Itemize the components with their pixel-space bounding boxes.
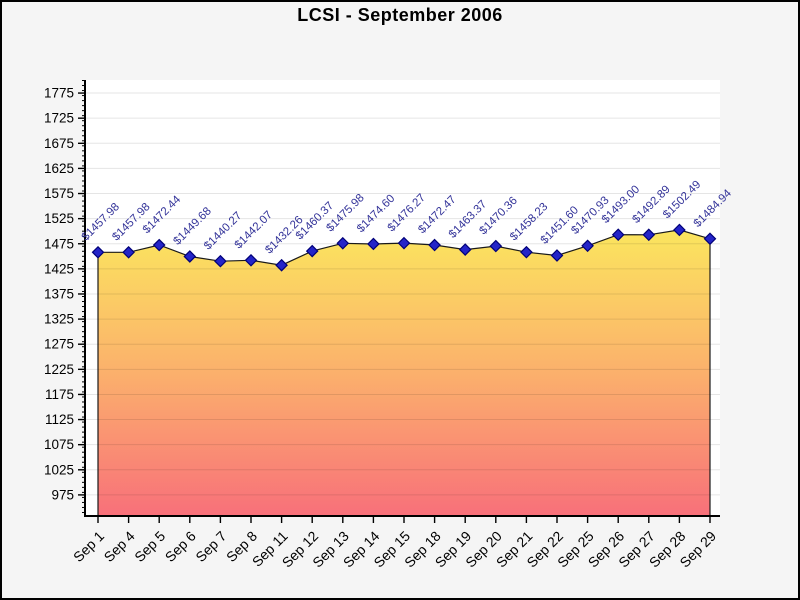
y-tick-label: 1425 xyxy=(44,261,74,276)
data-point-marker xyxy=(703,232,717,246)
area-fill xyxy=(98,229,710,516)
y-tick-label: 1075 xyxy=(44,437,74,452)
y-tick-label: 1625 xyxy=(44,161,74,176)
data-point-marker xyxy=(581,239,594,253)
data-point-marker xyxy=(367,237,380,251)
data-point-marker xyxy=(91,245,105,259)
data-point-marker xyxy=(122,245,135,259)
y-tick-label: 1325 xyxy=(44,312,74,327)
chart-title: LCSI - September 2006 xyxy=(297,5,503,25)
y-tick-label: 1525 xyxy=(44,211,74,226)
x-tick-label: Sep 6 xyxy=(162,528,199,565)
y-tick-label: 1275 xyxy=(44,337,74,352)
y-tick-label: 1475 xyxy=(44,236,74,251)
y-tick-label: 1175 xyxy=(45,387,74,402)
data-point-marker xyxy=(275,258,288,272)
x-tick-label: Sep 1 xyxy=(70,528,107,565)
y-tick-label: 1725 xyxy=(44,111,74,126)
data-point-marker xyxy=(550,249,564,262)
y-tick-label: 1675 xyxy=(44,136,74,151)
data-point-marker xyxy=(336,236,350,250)
data-point-marker xyxy=(214,254,227,268)
data-point-marker xyxy=(458,243,472,256)
y-tick-label: 1225 xyxy=(44,362,74,377)
data-point-marker xyxy=(520,245,533,259)
data-point-marker xyxy=(183,250,197,263)
data-point-marker xyxy=(305,244,319,258)
data-point-marker xyxy=(397,236,411,250)
y-tick-label: 1575 xyxy=(44,186,74,201)
y-tick-label: 1125 xyxy=(45,412,74,427)
y-tick-label: 1775 xyxy=(44,86,74,101)
data-point-marker xyxy=(642,228,656,242)
data-point-marker xyxy=(244,253,258,267)
data-point-marker xyxy=(673,223,686,237)
data-point-marker xyxy=(489,239,503,253)
x-tick-label: Sep 4 xyxy=(101,528,138,565)
y-tick-label: 1375 xyxy=(44,286,74,301)
y-tick-label: 975 xyxy=(51,487,74,502)
data-point-marker xyxy=(152,238,166,252)
x-tick-label: Sep 5 xyxy=(131,528,168,565)
data-point-marker xyxy=(611,228,625,242)
x-tick-label: Sep 7 xyxy=(192,528,229,565)
y-tick-label: 1025 xyxy=(44,462,74,477)
data-point-marker xyxy=(428,238,441,252)
